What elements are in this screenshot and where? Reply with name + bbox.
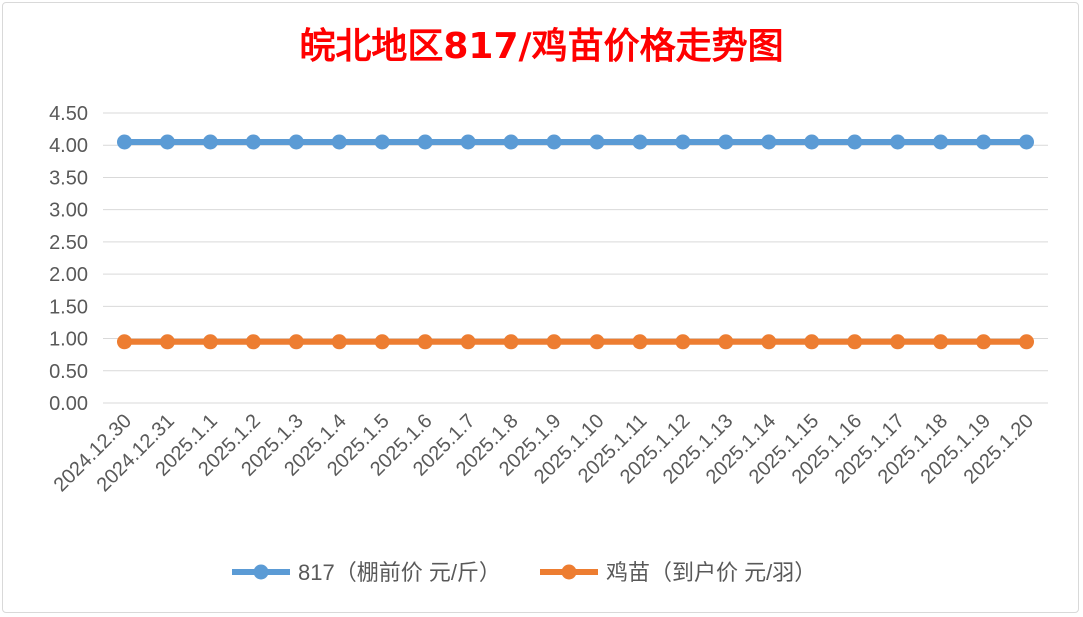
- data-point: [847, 334, 863, 350]
- legend: 817（棚前价 元/斤） 鸡苗（到户价 元/羽）: [232, 560, 816, 585]
- data-point: [1019, 134, 1035, 150]
- legend-label: 鸡苗（到户价 元/羽）: [606, 560, 816, 585]
- data-point: [417, 134, 433, 150]
- data-point: [632, 334, 648, 350]
- y-tick-label: 4.00: [49, 135, 88, 157]
- y-axis-tick-labels: 0.00 0.50 1.00 1.50 2.00 2.50 3.00 3.50 4.00 4.50: [49, 103, 88, 415]
- data-point: [374, 134, 390, 150]
- data-point: [847, 134, 863, 150]
- legend-swatch-marker: [253, 564, 269, 580]
- data-point: [331, 134, 347, 150]
- data-point: [116, 134, 132, 150]
- data-point: [718, 334, 734, 350]
- data-point: [675, 334, 691, 350]
- data-point: [374, 334, 390, 350]
- data-point: [245, 134, 261, 150]
- y-tick-label: 3.50: [49, 167, 88, 189]
- data-point: [288, 134, 304, 150]
- series-lines: [116, 134, 1035, 350]
- data-point: [202, 134, 218, 150]
- y-tick-label: 1.00: [49, 329, 88, 351]
- series-1: [116, 134, 1035, 150]
- data-point: [804, 134, 820, 150]
- data-point: [718, 134, 734, 150]
- data-point: [976, 334, 992, 350]
- data-point: [159, 334, 175, 350]
- data-point: [761, 134, 777, 150]
- gridlines: [103, 112, 1048, 404]
- y-tick-label: 2.50: [49, 232, 88, 254]
- data-point: [976, 134, 992, 150]
- data-point: [503, 334, 519, 350]
- y-tick-label: 4.50: [49, 103, 88, 125]
- series-2: [116, 334, 1035, 350]
- legend-item: 817（棚前价 元/斤）: [232, 560, 501, 585]
- y-tick-label: 2.00: [49, 264, 88, 286]
- data-point: [288, 334, 304, 350]
- data-point: [245, 334, 261, 350]
- data-point: [761, 334, 777, 350]
- y-tick-label: 0.50: [49, 361, 88, 383]
- data-point: [890, 334, 906, 350]
- data-point: [546, 334, 562, 350]
- data-point: [546, 134, 562, 150]
- data-point: [1019, 334, 1035, 350]
- data-point: [933, 134, 949, 150]
- data-point: [116, 334, 132, 350]
- data-point: [417, 334, 433, 350]
- legend-label: 817（棚前价 元/斤）: [298, 560, 501, 585]
- data-point: [503, 134, 519, 150]
- data-point: [933, 334, 949, 350]
- data-point: [159, 134, 175, 150]
- data-point: [804, 334, 820, 350]
- y-tick-label: 3.00: [49, 200, 88, 222]
- data-point: [460, 334, 476, 350]
- data-point: [632, 134, 648, 150]
- legend-swatch-marker: [561, 564, 577, 580]
- y-tick-label: 1.50: [49, 296, 88, 318]
- data-point: [331, 334, 347, 350]
- x-axis-tick-labels: 2024.12.302024.12.312025.1.12025.1.22025…: [50, 410, 1038, 496]
- data-point: [460, 134, 476, 150]
- data-point: [589, 334, 605, 350]
- legend-item: 鸡苗（到户价 元/羽）: [540, 560, 816, 585]
- data-point: [890, 134, 906, 150]
- data-point: [589, 134, 605, 150]
- y-tick-label: 0.00: [49, 393, 88, 415]
- data-point: [202, 334, 218, 350]
- data-point: [675, 134, 691, 150]
- chart-title: 皖北地区817/鸡苗价格走势图: [299, 26, 784, 67]
